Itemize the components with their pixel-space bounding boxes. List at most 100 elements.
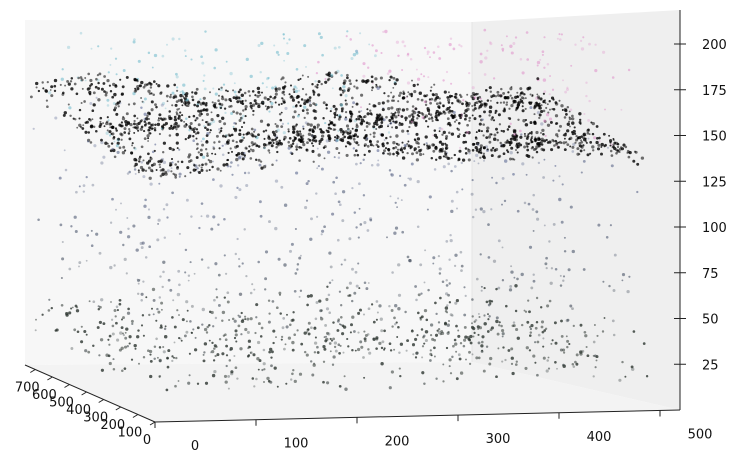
data-point bbox=[263, 381, 265, 383]
data-point bbox=[98, 72, 101, 75]
data-point bbox=[425, 339, 428, 342]
data-point bbox=[329, 282, 331, 284]
data-point bbox=[358, 118, 360, 120]
data-point bbox=[142, 101, 144, 103]
data-point bbox=[544, 224, 546, 226]
data-point bbox=[510, 123, 512, 125]
data-point bbox=[437, 330, 439, 332]
data-point bbox=[173, 84, 176, 87]
data-point bbox=[177, 161, 179, 163]
data-point bbox=[243, 122, 245, 124]
data-point bbox=[259, 71, 261, 73]
data-point bbox=[244, 92, 247, 95]
data-point bbox=[576, 353, 579, 356]
data-point bbox=[524, 202, 527, 205]
data-point bbox=[140, 299, 143, 302]
data-point bbox=[239, 113, 242, 116]
data-point bbox=[54, 116, 57, 119]
data-point bbox=[541, 326, 544, 329]
data-point bbox=[610, 224, 612, 226]
data-point bbox=[250, 105, 253, 108]
data-point bbox=[306, 149, 308, 151]
data-point bbox=[194, 91, 197, 94]
data-point bbox=[533, 274, 535, 276]
data-point bbox=[416, 158, 419, 161]
data-point bbox=[280, 125, 283, 128]
data-point bbox=[509, 144, 511, 146]
data-point bbox=[525, 119, 527, 121]
data-point bbox=[294, 137, 296, 139]
data-point bbox=[224, 333, 227, 336]
data-point bbox=[332, 355, 335, 358]
data-point bbox=[80, 340, 83, 343]
data-point bbox=[140, 97, 142, 99]
data-point bbox=[372, 125, 375, 128]
data-point bbox=[424, 281, 426, 283]
data-point bbox=[224, 254, 226, 256]
data-point bbox=[173, 149, 175, 151]
data-point bbox=[134, 147, 137, 150]
data-point bbox=[330, 350, 332, 352]
data-point bbox=[543, 93, 545, 95]
data-point bbox=[373, 135, 376, 138]
data-point bbox=[54, 79, 57, 82]
data-point bbox=[391, 117, 393, 119]
data-point bbox=[396, 336, 398, 338]
data-point bbox=[203, 97, 206, 100]
data-point bbox=[530, 93, 532, 95]
data-point bbox=[569, 305, 572, 308]
data-point bbox=[243, 134, 245, 136]
data-point bbox=[353, 147, 355, 149]
data-point bbox=[419, 153, 422, 156]
data-point bbox=[380, 52, 382, 54]
data-point bbox=[121, 369, 124, 372]
data-point bbox=[479, 115, 482, 118]
data-point bbox=[138, 169, 140, 171]
data-point bbox=[189, 320, 192, 323]
data-point bbox=[115, 127, 117, 129]
data-point bbox=[148, 52, 150, 54]
data-point bbox=[146, 134, 149, 137]
data-point bbox=[450, 239, 453, 242]
data-point bbox=[107, 129, 109, 131]
data-point bbox=[490, 149, 493, 152]
data-point bbox=[398, 294, 401, 297]
data-point bbox=[416, 117, 418, 119]
data-point bbox=[127, 308, 130, 311]
data-point bbox=[206, 331, 208, 333]
data-point bbox=[62, 68, 64, 70]
data-point bbox=[504, 159, 507, 162]
data-point bbox=[153, 80, 156, 83]
data-point bbox=[455, 93, 458, 96]
data-point bbox=[368, 352, 371, 355]
data-point bbox=[92, 109, 95, 112]
data-point bbox=[380, 329, 383, 332]
data-point bbox=[382, 152, 385, 155]
data-point bbox=[464, 326, 467, 329]
data-point bbox=[362, 62, 365, 65]
data-point bbox=[269, 152, 271, 154]
data-point bbox=[401, 40, 404, 43]
data-point bbox=[587, 354, 590, 357]
data-point bbox=[454, 254, 457, 257]
data-point bbox=[330, 265, 333, 268]
data-point bbox=[583, 133, 586, 136]
data-point bbox=[193, 164, 195, 166]
data-point bbox=[126, 217, 128, 219]
data-point bbox=[236, 145, 239, 148]
data-point bbox=[609, 139, 612, 142]
data-point bbox=[248, 172, 251, 175]
data-point bbox=[210, 129, 212, 131]
data-point bbox=[214, 106, 216, 108]
data-point bbox=[312, 139, 315, 142]
data-point bbox=[159, 375, 162, 378]
data-point bbox=[227, 301, 230, 304]
data-point bbox=[284, 107, 287, 110]
data-point bbox=[128, 128, 130, 130]
data-point bbox=[135, 348, 137, 350]
data-point bbox=[511, 357, 514, 360]
data-point bbox=[256, 95, 259, 98]
data-point bbox=[491, 300, 493, 302]
data-point bbox=[428, 117, 431, 120]
